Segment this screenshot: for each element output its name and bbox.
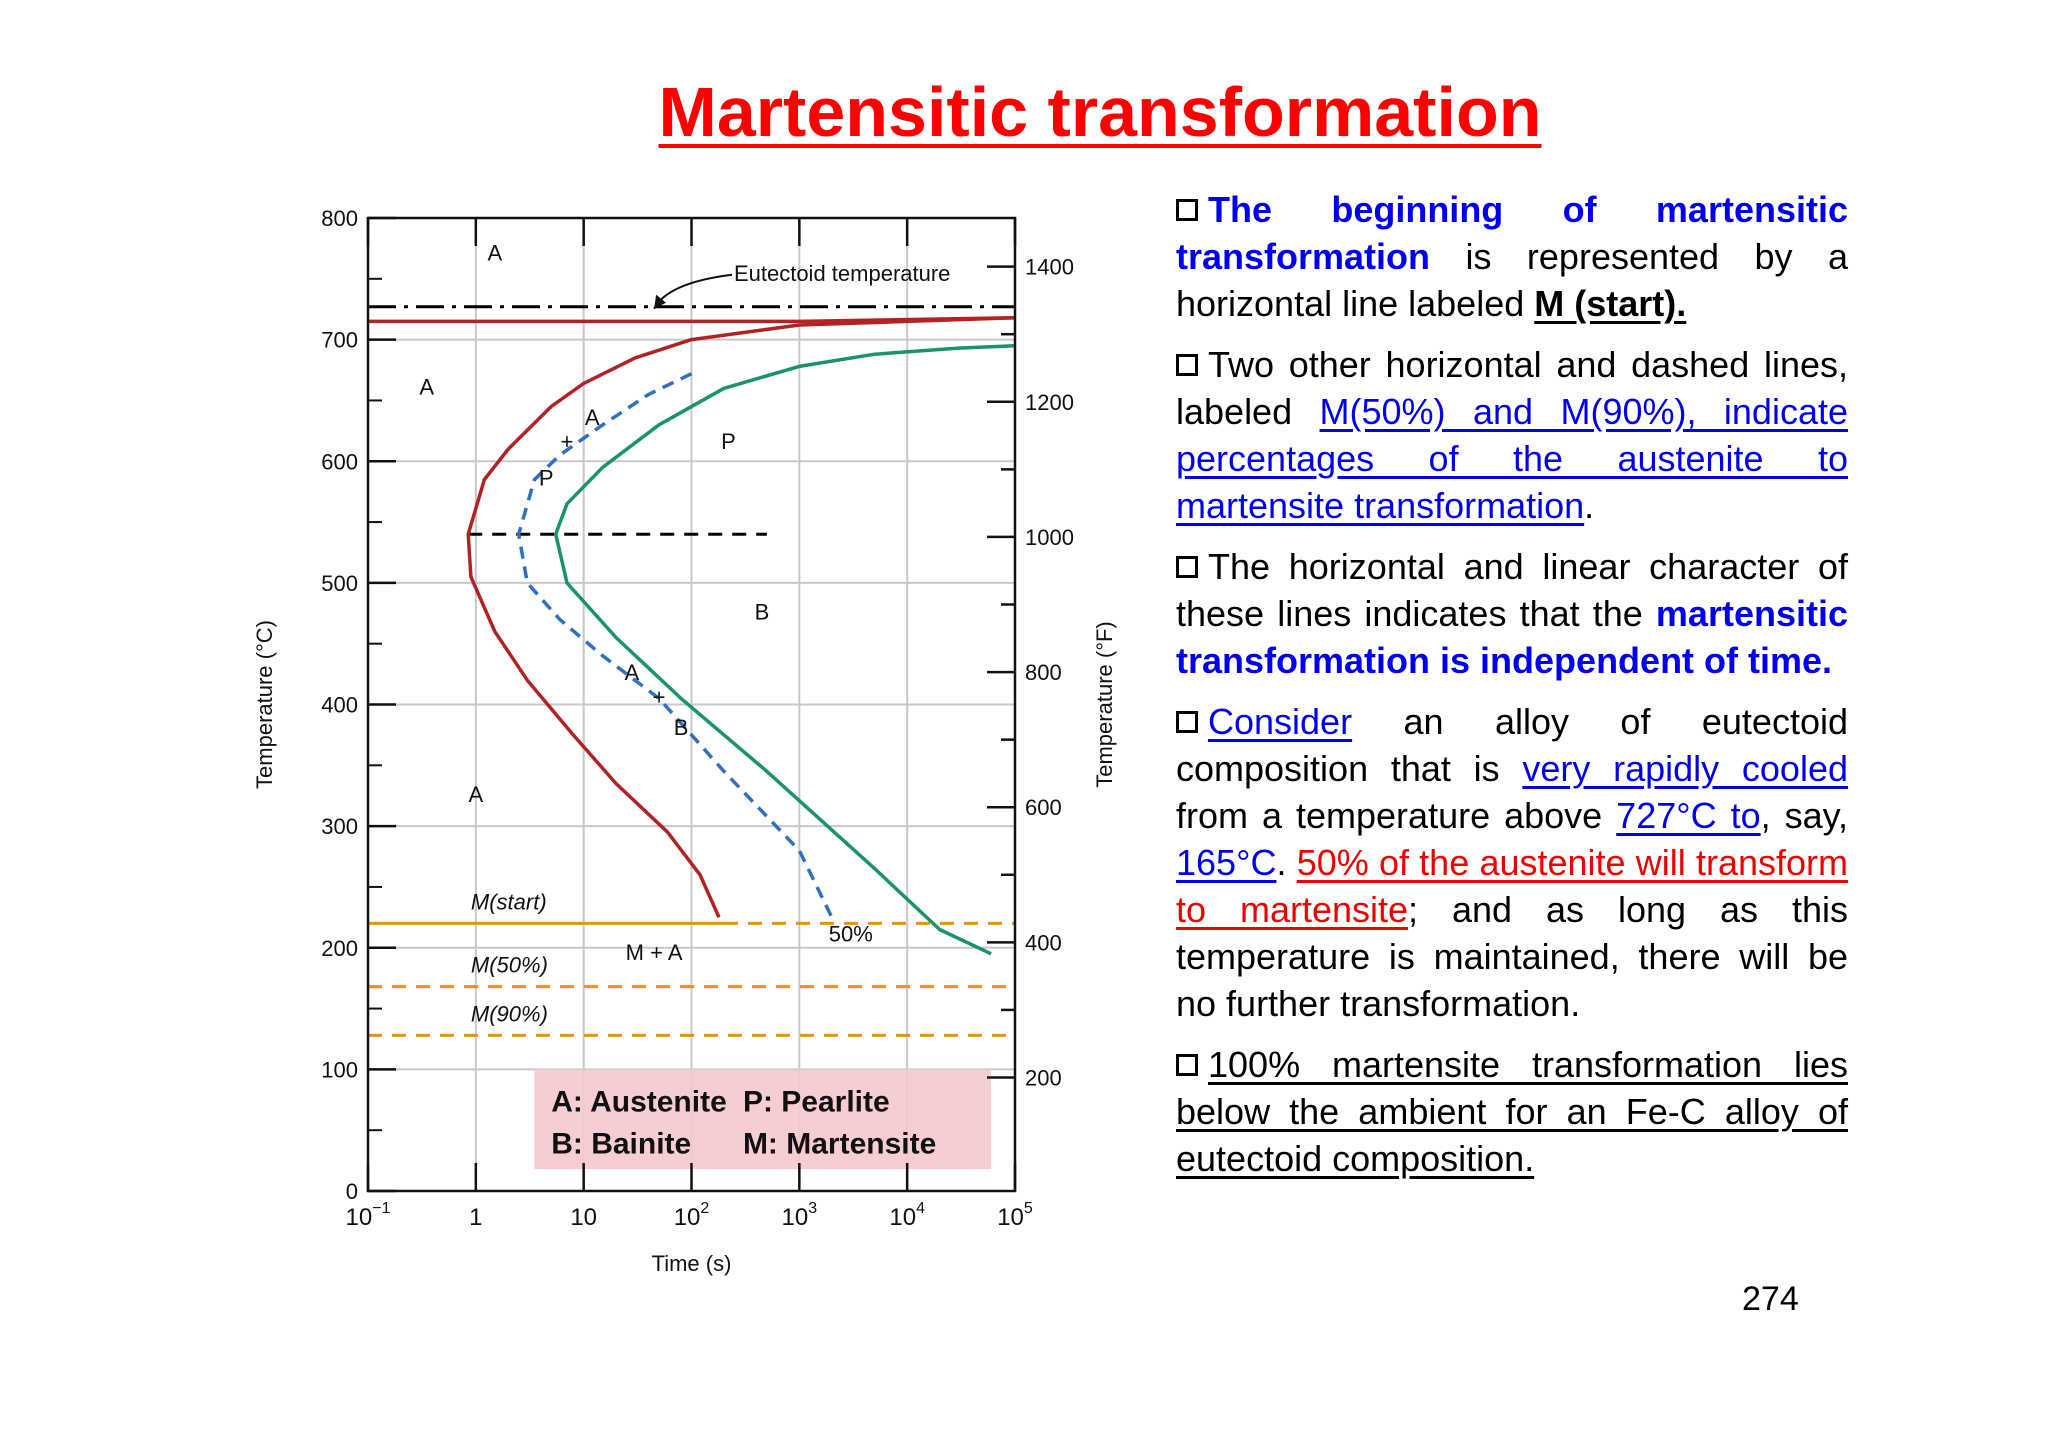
bullet-4-text-b: from a temperature above bbox=[1176, 795, 1617, 836]
y-right-tick-label: 800 bbox=[1025, 660, 1062, 685]
y-right-tick-label: 1200 bbox=[1025, 390, 1074, 415]
x-tick-exponent: 4 bbox=[916, 1200, 925, 1217]
ttt-diagram: A: Austenite P: Pearlite B: Bainite M: Mart… bbox=[240, 190, 1120, 1300]
y-axis-right-label: Temperature (°F) bbox=[1092, 621, 1117, 788]
y-tick-label: 200 bbox=[321, 936, 358, 961]
bullet-1-text: is represented by a horizontal line labe… bbox=[1176, 236, 1848, 324]
page-number: 274 bbox=[1742, 1280, 1799, 1318]
region-label: A bbox=[468, 782, 483, 807]
bullet-1-emphasis: The beginning of martensitic transformat… bbox=[1176, 189, 1848, 277]
checkbox-bullet-icon bbox=[1176, 711, 1198, 733]
eutectoid-label: Eutectoid temperature bbox=[734, 261, 950, 286]
checkbox-bullet-icon bbox=[1176, 1054, 1198, 1076]
x-tick-exponent: 3 bbox=[808, 1200, 817, 1217]
eutectoid-arrowhead bbox=[654, 294, 667, 309]
y-tick-label: 100 bbox=[321, 1057, 358, 1082]
y-tick-label: 700 bbox=[321, 328, 358, 353]
x-tick-label: 103 bbox=[782, 1200, 818, 1231]
bullet-3-text: The horizontal and linear character of t… bbox=[1176, 546, 1848, 634]
bullet-4-text-c: , say, bbox=[1760, 795, 1849, 836]
bullet-4: Consider an alloy of eutectoid compositi… bbox=[1176, 698, 1848, 1027]
bullet-2-link[interactable]: M(50%) and M(90%), indicate percentages … bbox=[1176, 391, 1848, 526]
legend-box bbox=[534, 1069, 992, 1170]
y-tick-label: 0 bbox=[346, 1179, 358, 1204]
x-tick-label: 10−1 bbox=[346, 1200, 391, 1231]
y-right-tick-label: 600 bbox=[1025, 795, 1062, 820]
bullet-1: The beginning of martensitic transformat… bbox=[1176, 186, 1848, 327]
bullet-1-mstart: M (start). bbox=[1534, 283, 1687, 324]
ttt-curve-2 bbox=[466, 315, 1016, 919]
bullet-4-cooled-link[interactable]: very rapidly cooled bbox=[1522, 748, 1848, 789]
eutectoid-arrow bbox=[653, 273, 733, 310]
region-label: 50% bbox=[829, 922, 873, 947]
bullet-5-text: 100% martensite transformation lies belo… bbox=[1176, 1044, 1848, 1179]
ttt-chart-svg: A: Austenite P: Pearlite B: Bainite M: Mart… bbox=[252, 206, 1117, 1276]
bullet-4-consider-link[interactable]: Consider bbox=[1208, 701, 1353, 742]
bullet-3: The horizontal and linear character of t… bbox=[1176, 543, 1848, 684]
region-label: A bbox=[625, 660, 640, 685]
y-tick-label: 400 bbox=[321, 693, 358, 718]
bullet-5: 100% martensite transformation lies belo… bbox=[1176, 1041, 1848, 1182]
legend-text: M: Martensite bbox=[743, 1127, 936, 1160]
bullet-4-text-d: . bbox=[1276, 842, 1297, 883]
bullet-4-text-a: an alloy of eutectoid composition that i… bbox=[1176, 701, 1848, 789]
slide-title: Martensitic transformation bbox=[658, 73, 1542, 151]
checkbox-bullet-icon bbox=[1176, 556, 1198, 578]
y-right-tick-label: 400 bbox=[1025, 930, 1062, 955]
region-label: A bbox=[585, 405, 600, 430]
bullet-4-red-link[interactable]: 50% of the austenite will transform to m… bbox=[1176, 842, 1848, 930]
y-axis-label: Temperature (°C) bbox=[252, 620, 277, 789]
region-label: + bbox=[561, 429, 574, 454]
m-line-label: M(start) bbox=[471, 889, 547, 914]
region-label: B bbox=[674, 715, 689, 740]
x-tick-exponent: 5 bbox=[1024, 1200, 1033, 1217]
x-tick-label: 10 bbox=[570, 1204, 597, 1231]
y-right-tick-label: 1400 bbox=[1025, 255, 1074, 280]
x-tick-exponent: 2 bbox=[700, 1200, 709, 1217]
y-tick-label: 300 bbox=[321, 814, 358, 839]
bullet-2-end: . bbox=[1584, 485, 1595, 526]
legend-text: B: Bainite bbox=[551, 1127, 691, 1160]
x-axis-label: Time (s) bbox=[652, 1251, 732, 1276]
region-label: P bbox=[539, 466, 554, 491]
m-line-label: M(50%) bbox=[471, 953, 548, 978]
x-tick-label: 102 bbox=[674, 1200, 710, 1231]
ttt-curve-4 bbox=[553, 343, 1016, 956]
ttt-curve-3 bbox=[516, 372, 834, 919]
region-label: M + A bbox=[626, 940, 683, 965]
legend-text: A: Austenite bbox=[551, 1085, 727, 1118]
m-line-label: M(90%) bbox=[471, 1001, 548, 1026]
bullet-2: Two other horizontal and dashed lines, l… bbox=[1176, 341, 1848, 529]
x-tick-exponent: −1 bbox=[372, 1200, 390, 1217]
region-label: P bbox=[721, 429, 736, 454]
region-label: A bbox=[419, 374, 434, 399]
checkbox-bullet-icon bbox=[1176, 354, 1198, 376]
x-tick-label: 104 bbox=[889, 1200, 925, 1231]
bullet-3-emphasis: martensitic transformation is independen… bbox=[1176, 593, 1848, 681]
x-tick-label: 105 bbox=[997, 1200, 1033, 1231]
region-label: + bbox=[653, 685, 666, 710]
bullet-list: The beginning of martensitic transformat… bbox=[1176, 186, 1848, 1196]
region-label: B bbox=[755, 599, 770, 624]
bullet-4-text-e: ; and as long as this temperature is mai… bbox=[1176, 889, 1849, 1024]
y-right-tick-label: 1000 bbox=[1025, 525, 1074, 550]
checkbox-bullet-icon bbox=[1176, 199, 1198, 221]
y-tick-label: 600 bbox=[321, 449, 358, 474]
y-right-tick-label: 200 bbox=[1025, 1065, 1062, 1090]
x-tick-label: 1 bbox=[469, 1204, 482, 1231]
bullet-4-165-link[interactable]: 165°C bbox=[1176, 842, 1277, 883]
bullet-4-727-link[interactable]: 727°C to bbox=[1616, 795, 1761, 836]
y-tick-label: 500 bbox=[321, 571, 358, 596]
y-tick-label: 800 bbox=[321, 206, 358, 231]
bullet-2-text: Two other horizontal and dashed lines, l… bbox=[1176, 344, 1848, 432]
legend-text: P: Pearlite bbox=[743, 1085, 890, 1118]
region-label: A bbox=[487, 241, 502, 266]
